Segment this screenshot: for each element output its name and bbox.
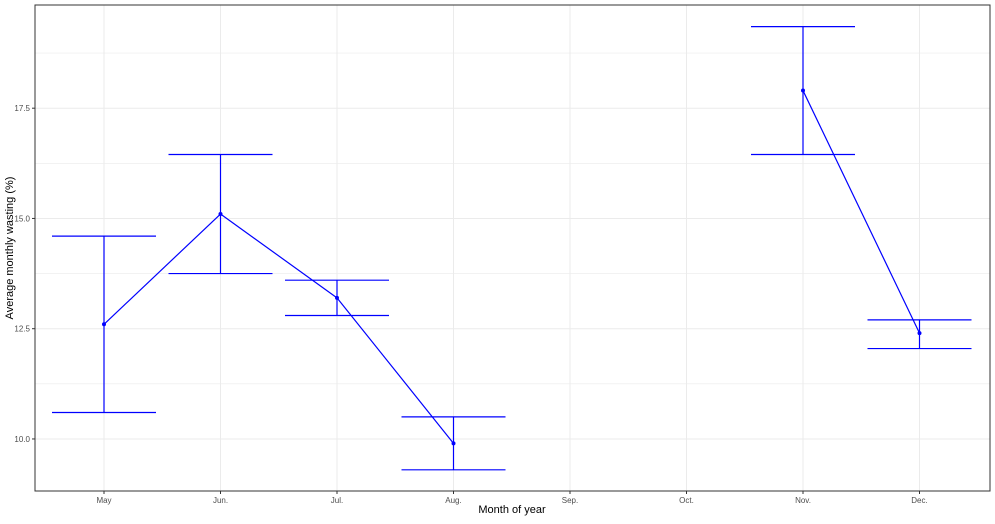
- x-axis: May Jun. Jul. Aug. Sep. Oct. Nov. Dec.: [96, 491, 928, 505]
- y-axis-label: Average monthly wasting (%): [4, 177, 16, 320]
- x-tick-label: Nov.: [795, 496, 811, 505]
- x-tick-label: Oct.: [679, 496, 694, 505]
- y-axis: 10.0 12.5 15.0 17.5: [14, 104, 35, 444]
- x-tick-label: Aug.: [445, 496, 461, 505]
- data-point: [102, 322, 106, 327]
- data-point: [451, 441, 456, 446]
- data-point: [801, 88, 805, 93]
- y-tick-label: 10.0: [14, 435, 30, 444]
- x-axis-label: Month of year: [478, 504, 546, 516]
- y-tick-label: 17.5: [14, 104, 30, 113]
- x-tick-label: Sep.: [562, 496, 578, 505]
- x-tick-label: Dec.: [911, 496, 927, 505]
- series-line-segment: [802, 90, 921, 334]
- series: [52, 26, 972, 471]
- x-tick-label: Jun.: [213, 496, 228, 505]
- data-point: [218, 212, 223, 217]
- x-tick-label: Jul.: [331, 496, 343, 505]
- series-line-segment: [103, 213, 221, 325]
- grid: [35, 5, 990, 491]
- x-tick-label: May: [96, 496, 111, 505]
- data-point: [917, 331, 922, 336]
- series-line-segment: [220, 213, 338, 299]
- y-tick-label: 15.0: [14, 214, 30, 223]
- series-line-segment: [336, 297, 454, 444]
- data-point: [335, 295, 339, 300]
- y-tick-label: 12.5: [14, 325, 30, 334]
- plot-panel-border: [34, 4, 991, 492]
